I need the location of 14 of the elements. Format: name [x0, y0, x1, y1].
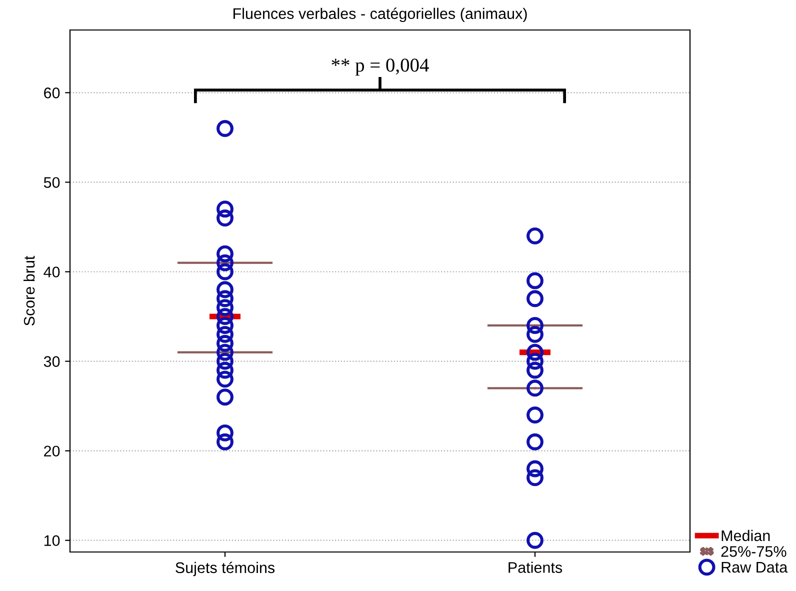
legend-label: 25%-75% — [721, 546, 786, 557]
x-tick-label: Sujets témoins — [176, 562, 275, 576]
y-tick-label: 20 — [44, 446, 60, 457]
legend-label: Raw Data — [722, 562, 788, 573]
x-tick-label: Patients — [508, 562, 562, 573]
y-tick-label: 60 — [44, 88, 60, 98]
text: Median — [722, 530, 770, 542]
annotation: ** p = 0,004 — [332, 58, 429, 76]
y-tick-label: 40 — [44, 266, 60, 278]
y-axis-title: Score brut — [23, 256, 35, 326]
y-tick-label: 50 — [44, 177, 60, 188]
y-tick-label: 10 — [44, 535, 60, 546]
y-tick-label: 30 — [44, 356, 60, 367]
chart-title: Fluences verbales - catégorielles (animaux) — [234, 8, 527, 22]
